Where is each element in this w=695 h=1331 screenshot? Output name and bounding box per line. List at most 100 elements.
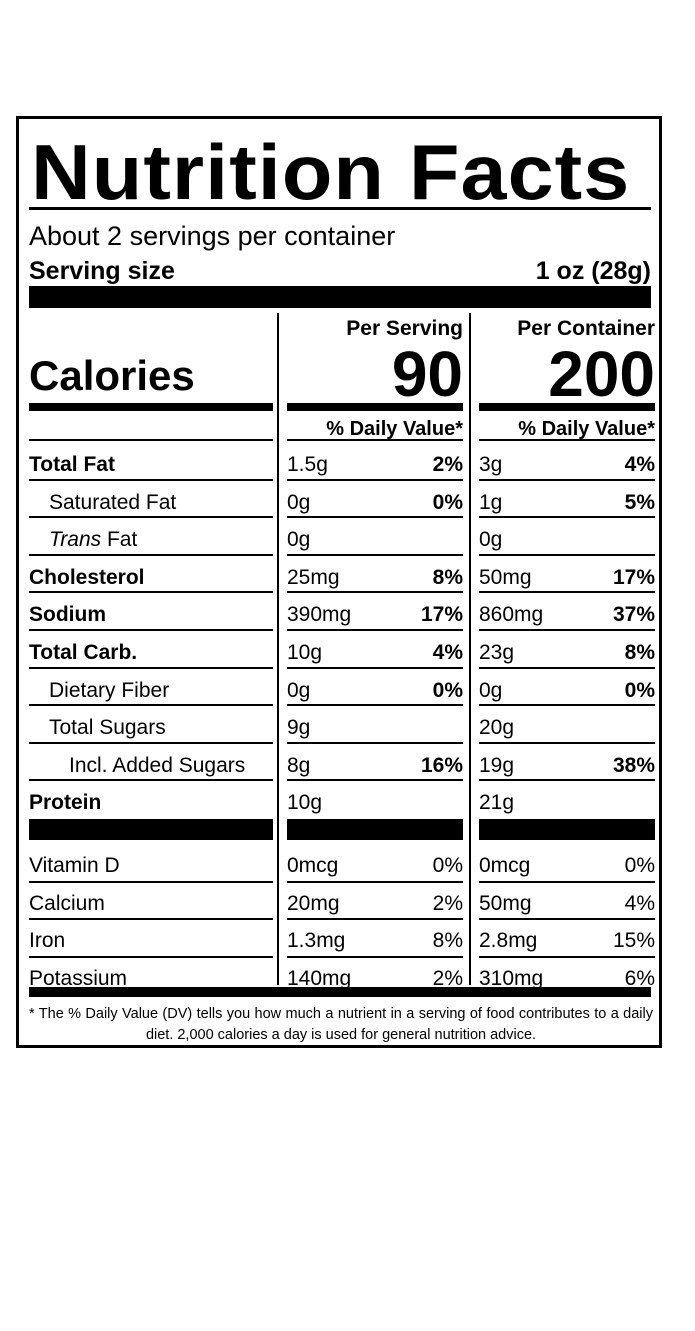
daily-value-header-container: % Daily Value* xyxy=(518,418,655,440)
row-divider xyxy=(287,779,463,781)
row-divider xyxy=(29,742,273,744)
per-serving-header: Per Serving xyxy=(346,317,463,340)
serving-amount: 25mg xyxy=(287,565,340,589)
nutrient-name-italic: Trans xyxy=(49,528,102,552)
label-title: Nutrition Facts xyxy=(31,128,631,216)
calories-rule-name xyxy=(29,403,273,411)
serving-amount: 8g xyxy=(287,753,311,777)
serving-daily-value: 2% xyxy=(432,891,463,915)
nutrient-name: Potassium xyxy=(29,966,128,990)
nutrient-row: Dietary Fiber 0g 0% 0g 0% xyxy=(19,671,659,708)
serving-daily-value: 8% xyxy=(432,929,463,952)
row-divider xyxy=(479,779,655,781)
row-divider xyxy=(287,629,463,631)
container-daily-value: 15% xyxy=(612,929,655,952)
row-divider xyxy=(287,881,463,883)
container-daily-value: 17% xyxy=(612,565,655,589)
title-divider xyxy=(29,207,651,210)
row-divider xyxy=(29,516,273,518)
row-divider xyxy=(29,918,273,920)
serving-amount: 1.5g xyxy=(287,453,328,476)
nutrient-row: Cholesterol 25mg 8% 50mg 17% xyxy=(19,558,659,595)
row-divider xyxy=(479,956,655,958)
nutrient-name: Vitamin D xyxy=(29,854,120,877)
nutrient-row: Calcium 20mg 2% 50mg 4% xyxy=(19,884,659,921)
container-daily-value xyxy=(479,783,655,820)
nutrient-row: Saturated Fat 0g 0% 1g 5% xyxy=(19,483,659,520)
nutrient-row: Iron 1.3mg 8% 2.8mg 15% xyxy=(19,921,659,958)
calories-rule-serving xyxy=(287,403,463,411)
row-divider xyxy=(479,918,655,920)
row-divider xyxy=(479,742,655,744)
serving-amount: 20mg xyxy=(287,891,340,915)
container-daily-value: 0% xyxy=(624,678,655,702)
footnote-divider xyxy=(29,987,651,997)
row-divider xyxy=(287,554,463,556)
serving-amount: 10g xyxy=(287,641,323,664)
row-divider xyxy=(287,918,463,920)
container-daily-value: 5% xyxy=(624,490,655,514)
container-daily-value: 38% xyxy=(612,753,655,777)
vitamin-bar-serving xyxy=(287,819,463,840)
row-divider xyxy=(287,591,463,593)
nutrient-name-rest: Fat xyxy=(101,528,138,552)
servings-per-container: About 2 servings per container xyxy=(29,221,396,251)
nutrient-row: Vitamin D 0mcg 0% 0mcg 0% xyxy=(19,846,659,883)
container-amount: 19g xyxy=(479,753,515,777)
column-divider-left xyxy=(277,313,279,985)
row-divider xyxy=(29,479,273,481)
nutrient-row: Sodium 390mg 17% 860mg 37% xyxy=(19,595,659,632)
serving-daily-value: 16% xyxy=(420,753,463,777)
row-divider xyxy=(479,667,655,669)
container-daily-value xyxy=(479,520,655,557)
vitamin-bar-container xyxy=(479,819,655,840)
container-amount: 3g xyxy=(479,453,503,476)
vitamin-bar-name xyxy=(29,819,273,840)
serving-daily-value: 2% xyxy=(432,453,463,476)
row-divider xyxy=(29,439,273,441)
container-daily-value xyxy=(479,708,655,745)
nutrient-name: Total Sugars xyxy=(49,716,166,740)
row-divider xyxy=(287,704,463,706)
calories-per-serving: 90 xyxy=(391,338,463,410)
container-amount: 50mg xyxy=(479,565,532,589)
serving-amount: 0mcg xyxy=(287,854,339,877)
container-amount: 23g xyxy=(479,641,515,664)
container-amount: 20g xyxy=(479,716,515,740)
row-divider xyxy=(29,956,273,958)
row-divider xyxy=(479,629,655,631)
nutrient-name: Iron xyxy=(29,929,66,952)
serving-amount: 140mg xyxy=(287,966,352,990)
row-divider xyxy=(479,479,655,481)
nutrient-name: Total Fat xyxy=(29,453,115,476)
container-amount: 0mcg xyxy=(479,854,531,877)
serving-daily-value xyxy=(287,708,463,745)
container-amount: 860mg xyxy=(479,603,544,627)
nutrient-name: Saturated Fat xyxy=(49,490,177,514)
nutrient-name: Calcium xyxy=(29,891,105,915)
nutrition-facts-label: Nutrition Facts About 2 servings per con… xyxy=(16,116,662,1048)
container-amount: 0g xyxy=(479,528,503,552)
row-divider xyxy=(29,881,273,883)
serving-daily-value xyxy=(287,783,463,820)
container-amount: 310mg xyxy=(479,966,544,990)
nutrient-row: Potassium 140mg 2% 310mg 6% xyxy=(19,959,659,996)
daily-value-header-serving: % Daily Value* xyxy=(326,418,463,440)
nutrient-row: Incl. Added Sugars 8g 16% 19g 38% xyxy=(19,746,659,783)
row-divider xyxy=(287,516,463,518)
container-amount: 0g xyxy=(479,678,503,702)
row-divider xyxy=(29,779,273,781)
nutrient-name: Total Carb. xyxy=(29,641,138,664)
serving-size-value: 1 oz (28g) xyxy=(535,257,651,285)
serving-daily-value: 0% xyxy=(432,490,463,514)
calories-per-container: 200 xyxy=(548,338,655,410)
per-container-header: Per Container xyxy=(517,317,655,340)
serving-daily-value: 0% xyxy=(432,678,463,702)
row-divider xyxy=(29,554,273,556)
serving-daily-value: 4% xyxy=(432,641,463,664)
serving-daily-value: 8% xyxy=(432,565,463,589)
row-divider xyxy=(29,667,273,669)
serving-amount: 0g xyxy=(287,490,311,514)
row-divider xyxy=(479,554,655,556)
nutrient-name: Dietary Fiber xyxy=(49,678,170,702)
